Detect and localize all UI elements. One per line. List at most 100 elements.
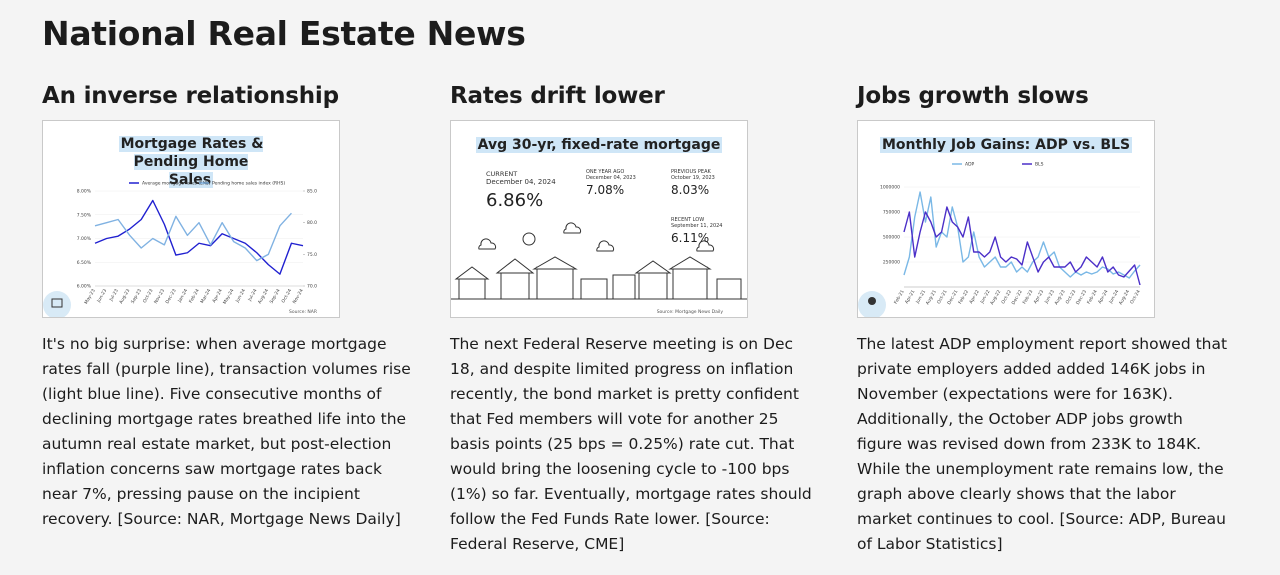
x-tick-label: Dec-23 bbox=[164, 288, 177, 305]
y-tick-label: 250000 bbox=[883, 260, 900, 266]
roof bbox=[668, 256, 712, 270]
x-tick-label: Nov-24 bbox=[292, 288, 305, 305]
x-tick-label: May-23 bbox=[83, 288, 97, 305]
article-body: The next Federal Reserve meeting is on D… bbox=[450, 335, 812, 553]
x-tick-label: Apr-24 bbox=[211, 288, 224, 304]
article: An inverse relationship Mortgage Rates &… bbox=[42, 80, 432, 532]
x-tick-label: Aug-23 bbox=[1053, 289, 1066, 306]
cloud bbox=[478, 238, 497, 250]
stat-label: CURRENT bbox=[486, 170, 517, 178]
page-title: National Real Estate News bbox=[42, 14, 526, 53]
x-tick-label: Oct-23 bbox=[142, 288, 155, 304]
series-line bbox=[94, 212, 292, 262]
chart-title: Monthly Job Gains: ADP vs. BLS bbox=[858, 136, 1154, 154]
article-body: The latest ADP employment report showed … bbox=[857, 335, 1228, 553]
article: Rates drift lower Avg 30-yr, fixed-rate … bbox=[450, 80, 840, 557]
series-line bbox=[94, 199, 304, 275]
stat-label: ONE YEAR AGO bbox=[586, 169, 624, 175]
legend-label: Pending home sales index (RHS) bbox=[212, 181, 285, 187]
legend-label: BLS bbox=[1035, 162, 1044, 168]
x-tick-label: Nov-23 bbox=[153, 288, 166, 305]
logo-icon bbox=[51, 298, 63, 308]
y2-tick-label: 70.0 bbox=[307, 284, 317, 290]
logo-icon bbox=[868, 297, 876, 305]
x-tick-label: Jan-24 bbox=[176, 288, 189, 304]
article-heading: An inverse relationship bbox=[42, 83, 339, 109]
card-title-text: Avg 30-yr, fixed-rate mortgage bbox=[475, 137, 723, 153]
stat-value: 6.86% bbox=[486, 190, 543, 211]
x-tick-label: Sep-24 bbox=[269, 288, 282, 305]
cloud bbox=[596, 240, 615, 252]
stat-date: December 04, 2024 bbox=[486, 178, 556, 186]
roof bbox=[454, 266, 490, 280]
y2-tick-label: 85.0 bbox=[307, 189, 317, 195]
y-tick-label: 6.00% bbox=[77, 284, 92, 290]
house bbox=[500, 270, 530, 300]
logo bbox=[43, 291, 71, 317]
roof bbox=[634, 260, 672, 274]
article-heading: Jobs growth slows bbox=[857, 83, 1089, 109]
y-tick-label: 7.00% bbox=[77, 236, 92, 242]
x-tick-label: Jul-23 bbox=[108, 288, 120, 303]
cloud bbox=[563, 222, 582, 234]
article: Jobs growth slows Monthly Job Gains: ADP… bbox=[857, 80, 1247, 557]
x-tick-label: Aug-21 bbox=[925, 289, 938, 306]
series-line bbox=[903, 206, 1141, 286]
chart: 6.00% 6.50% 7.00% 7.50% 8.00% 70.0 75.0 80.0 85.… bbox=[43, 181, 317, 317]
y2-tick-label: 80.0 bbox=[307, 220, 317, 226]
y-tick-label: 750000 bbox=[883, 210, 900, 216]
stat-date: December 04, 2023 bbox=[586, 175, 636, 181]
x-tick-label: Jul-24 bbox=[246, 288, 258, 303]
stat-value: 7.08% bbox=[586, 183, 624, 197]
x-tick-label: Aug-22 bbox=[989, 289, 1002, 306]
stat-date: September 11, 2024 bbox=[671, 223, 723, 229]
stat-value: 6.11% bbox=[671, 231, 709, 245]
house bbox=[716, 278, 742, 300]
card-title: Avg 30-yr, fixed-rate mortgage bbox=[451, 136, 747, 154]
house bbox=[612, 274, 636, 300]
house bbox=[580, 278, 608, 300]
roof bbox=[495, 258, 535, 274]
x-tick-label: Aug-24 bbox=[1118, 289, 1131, 306]
stat-date: October 19, 2023 bbox=[671, 175, 715, 181]
house bbox=[638, 270, 668, 300]
y-tick-label: 7.50% bbox=[77, 212, 92, 218]
chart-figure: Mortgage Rates & Pending Home Sales 6.00… bbox=[42, 120, 340, 318]
x-tick-label: May-24 bbox=[222, 288, 236, 305]
house bbox=[672, 266, 708, 300]
x-tick-label: Oct-24 bbox=[1129, 289, 1142, 305]
y-tick-label: 500000 bbox=[883, 235, 900, 241]
x-tick-label: Sep-23 bbox=[130, 288, 143, 305]
x-tick-label: Feb-24 bbox=[188, 288, 201, 304]
roof bbox=[532, 256, 578, 270]
y2-tick-label: 75.0 bbox=[307, 252, 317, 258]
house bbox=[536, 266, 574, 300]
x-tick-label: Jun-23 bbox=[95, 288, 108, 304]
illustration bbox=[451, 222, 747, 300]
source-note: Source: Mortgage News Daily bbox=[657, 309, 724, 315]
article-heading: Rates drift lower bbox=[450, 83, 665, 109]
y-tick-label: 8.00% bbox=[77, 189, 92, 195]
house bbox=[458, 276, 486, 300]
x-tick-label: Mar-24 bbox=[199, 288, 212, 305]
series-line bbox=[903, 191, 1141, 279]
legend-label: ADP bbox=[965, 162, 975, 168]
cloud bbox=[696, 240, 715, 252]
chart-title-text: Monthly Job Gains: ADP vs. BLS bbox=[879, 137, 1133, 153]
stat-card: Avg 30-yr, fixed-rate mortgage bbox=[450, 120, 748, 318]
legend-label: Average mortgage rates (LHS) bbox=[142, 181, 211, 187]
source-note: Source: NAR bbox=[289, 309, 317, 315]
stat-label: RECENT LOW bbox=[671, 217, 704, 223]
sun bbox=[522, 232, 536, 246]
stat-label: PREVIOUS PEAK bbox=[671, 169, 711, 175]
chart-title: Mortgage Rates & Pending Home Sales bbox=[43, 135, 339, 189]
x-tick-label: Jun-24 bbox=[234, 288, 247, 304]
stat-value: 8.03% bbox=[671, 183, 709, 197]
x-tick-label: Oct-24 bbox=[280, 288, 293, 304]
y-tick-label: 6.50% bbox=[77, 260, 92, 266]
y-tick-label: 1000000 bbox=[880, 185, 900, 191]
chart-figure: Monthly Job Gains: ADP vs. BLS 250000 500… bbox=[857, 120, 1155, 318]
